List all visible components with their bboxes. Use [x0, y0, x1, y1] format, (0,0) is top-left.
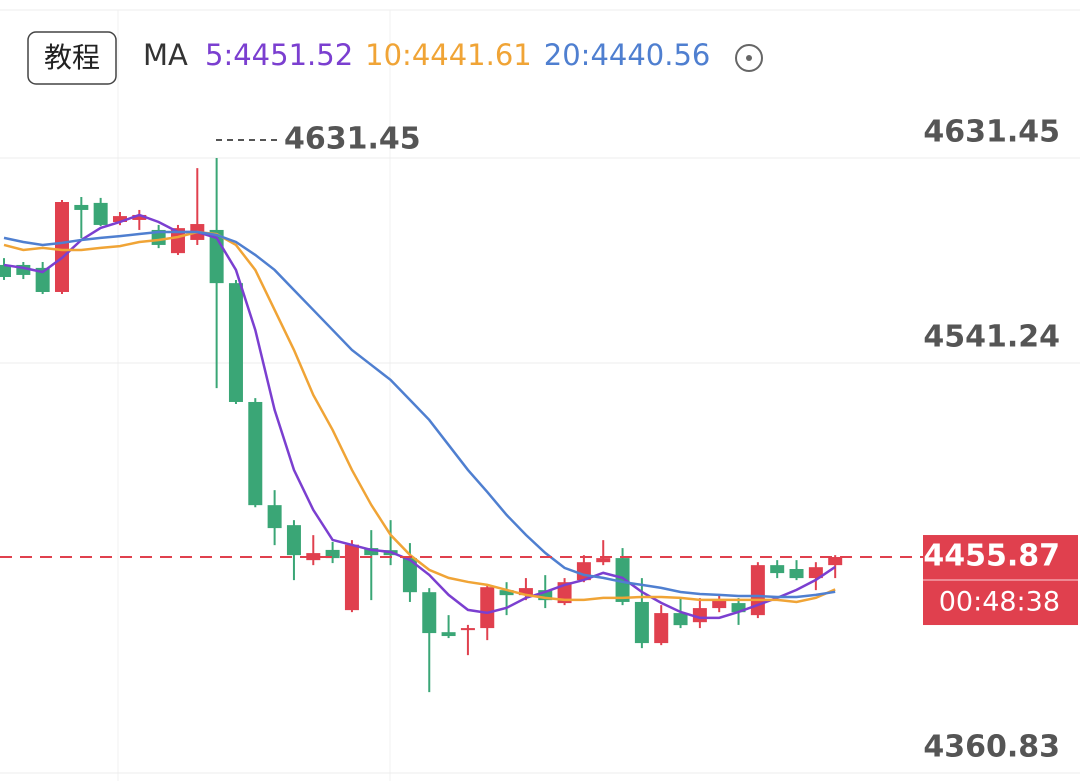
candle-body: [441, 632, 456, 637]
candle-body: [364, 548, 379, 556]
legend-entry: 20:4440.56: [544, 38, 711, 72]
candle-body: [828, 557, 843, 566]
ma-line: [3, 213, 836, 620]
indicator-label: MA: [143, 38, 188, 72]
candle-body: [248, 401, 263, 506]
candle-body: [460, 628, 475, 631]
candle-body: [480, 587, 495, 629]
candle-body: [35, 267, 50, 292]
legend-entry: 10:4441.61: [365, 38, 532, 72]
candle-body: [267, 505, 282, 529]
candle-body: [731, 603, 746, 613]
candle-body: [325, 549, 340, 559]
candle-body: [402, 558, 417, 593]
candle-body: [16, 264, 31, 275]
settings-icon[interactable]: [735, 44, 763, 72]
candle-body: [286, 525, 301, 556]
candle-body: [673, 613, 688, 626]
y-tick-label: 4360.83: [923, 730, 1060, 765]
button-label[interactable]: 教程: [44, 41, 100, 74]
ma-line: [3, 230, 836, 599]
candle-body: [93, 202, 108, 225]
candle-body: [538, 590, 553, 601]
candle-body: [789, 569, 804, 579]
candle-body: [74, 204, 89, 210]
candle-body: [712, 600, 727, 609]
candle-body: [808, 567, 823, 579]
y-tick-label: 4541.24: [923, 320, 1060, 355]
candle-body: [518, 588, 533, 596]
candle-body: [422, 592, 437, 634]
last-price-label: 4455.87: [923, 539, 1060, 574]
candle-body: [654, 613, 669, 644]
candle-body: [112, 216, 127, 222]
candle-body: [634, 601, 649, 644]
candle-body: [132, 214, 147, 220]
countdown-label: 00:48:38: [939, 587, 1060, 618]
candle-body: [596, 558, 611, 563]
candle-body: [54, 201, 69, 292]
candle-body: [0, 264, 11, 277]
legend-entry: 5:4451.52: [205, 38, 353, 72]
candle-body: [770, 565, 785, 574]
candle-body: [615, 558, 630, 602]
tutorial-button[interactable]: [27, 31, 117, 85]
max-label: 4631.45: [284, 122, 421, 157]
ma-line: [3, 230, 836, 604]
candle-body: [306, 553, 321, 561]
settings-icon-dot: [746, 55, 752, 61]
y-tick-label: 4631.45: [923, 115, 1060, 150]
candle-body: [170, 228, 185, 254]
candle-body: [344, 544, 359, 611]
candle-body: [228, 283, 243, 402]
candle-body: [499, 590, 514, 596]
